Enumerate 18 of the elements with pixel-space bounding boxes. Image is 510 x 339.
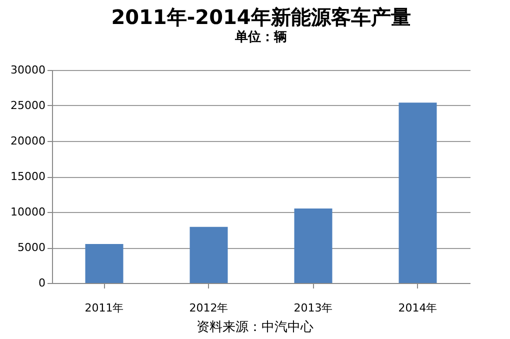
y-tick-label: 15000 — [10, 170, 46, 183]
x-tick-label: 2012年 — [189, 302, 228, 314]
text: 资料来源：中汽中心 — [196, 319, 314, 336]
x-tick-label: 2011年 — [84, 302, 124, 314]
bar — [398, 102, 437, 283]
x-tick-label: 2014年 — [398, 302, 438, 314]
bar — [85, 244, 124, 283]
x-tick-label: 2013年 — [294, 302, 333, 314]
bar — [294, 208, 332, 283]
y-tick-label: 5000 — [18, 241, 46, 254]
y-tick-label: 0 — [38, 276, 46, 290]
y-tick-label: 30000 — [10, 64, 46, 76]
bar — [190, 226, 228, 283]
y-tick-label: 20000 — [10, 134, 46, 148]
y-tick-label: 25000 — [10, 99, 46, 112]
chart-title: 2011年-2014年新能源客车产量 — [111, 5, 411, 29]
y-tick-label: 10000 — [10, 206, 46, 218]
chart-subtitle: 单位：辆 — [234, 29, 287, 45]
